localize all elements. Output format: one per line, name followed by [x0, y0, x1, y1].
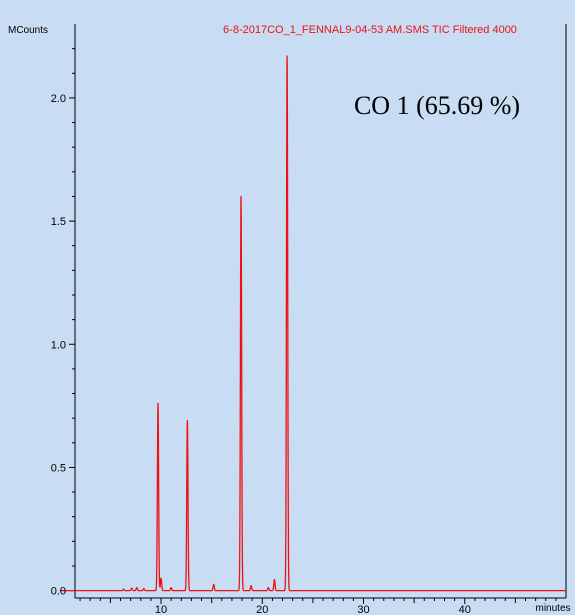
- y-tick-label: 0.0: [51, 586, 66, 598]
- x-tick-label: 20: [256, 604, 268, 615]
- x-tick-label: 30: [357, 604, 369, 615]
- y-tick-label: 1.5: [51, 216, 66, 228]
- tic-trace: [59, 55, 567, 592]
- x-axis-unit: minutes: [535, 603, 570, 614]
- x-tick-label: 40: [459, 604, 471, 615]
- y-tick-label: 0.5: [51, 462, 66, 474]
- y-tick-label: 2.0: [51, 93, 66, 105]
- y-axis-unit: MCounts: [8, 25, 48, 36]
- x-tick-label: 10: [155, 604, 167, 615]
- chart-title: 6-8-2017CO_1_FENNAL9-04-53 AM.SMS TIC Fi…: [223, 24, 517, 36]
- peak-annotation: CO 1 (65.69 %): [354, 91, 520, 120]
- y-tick-label: 1.0: [51, 339, 66, 351]
